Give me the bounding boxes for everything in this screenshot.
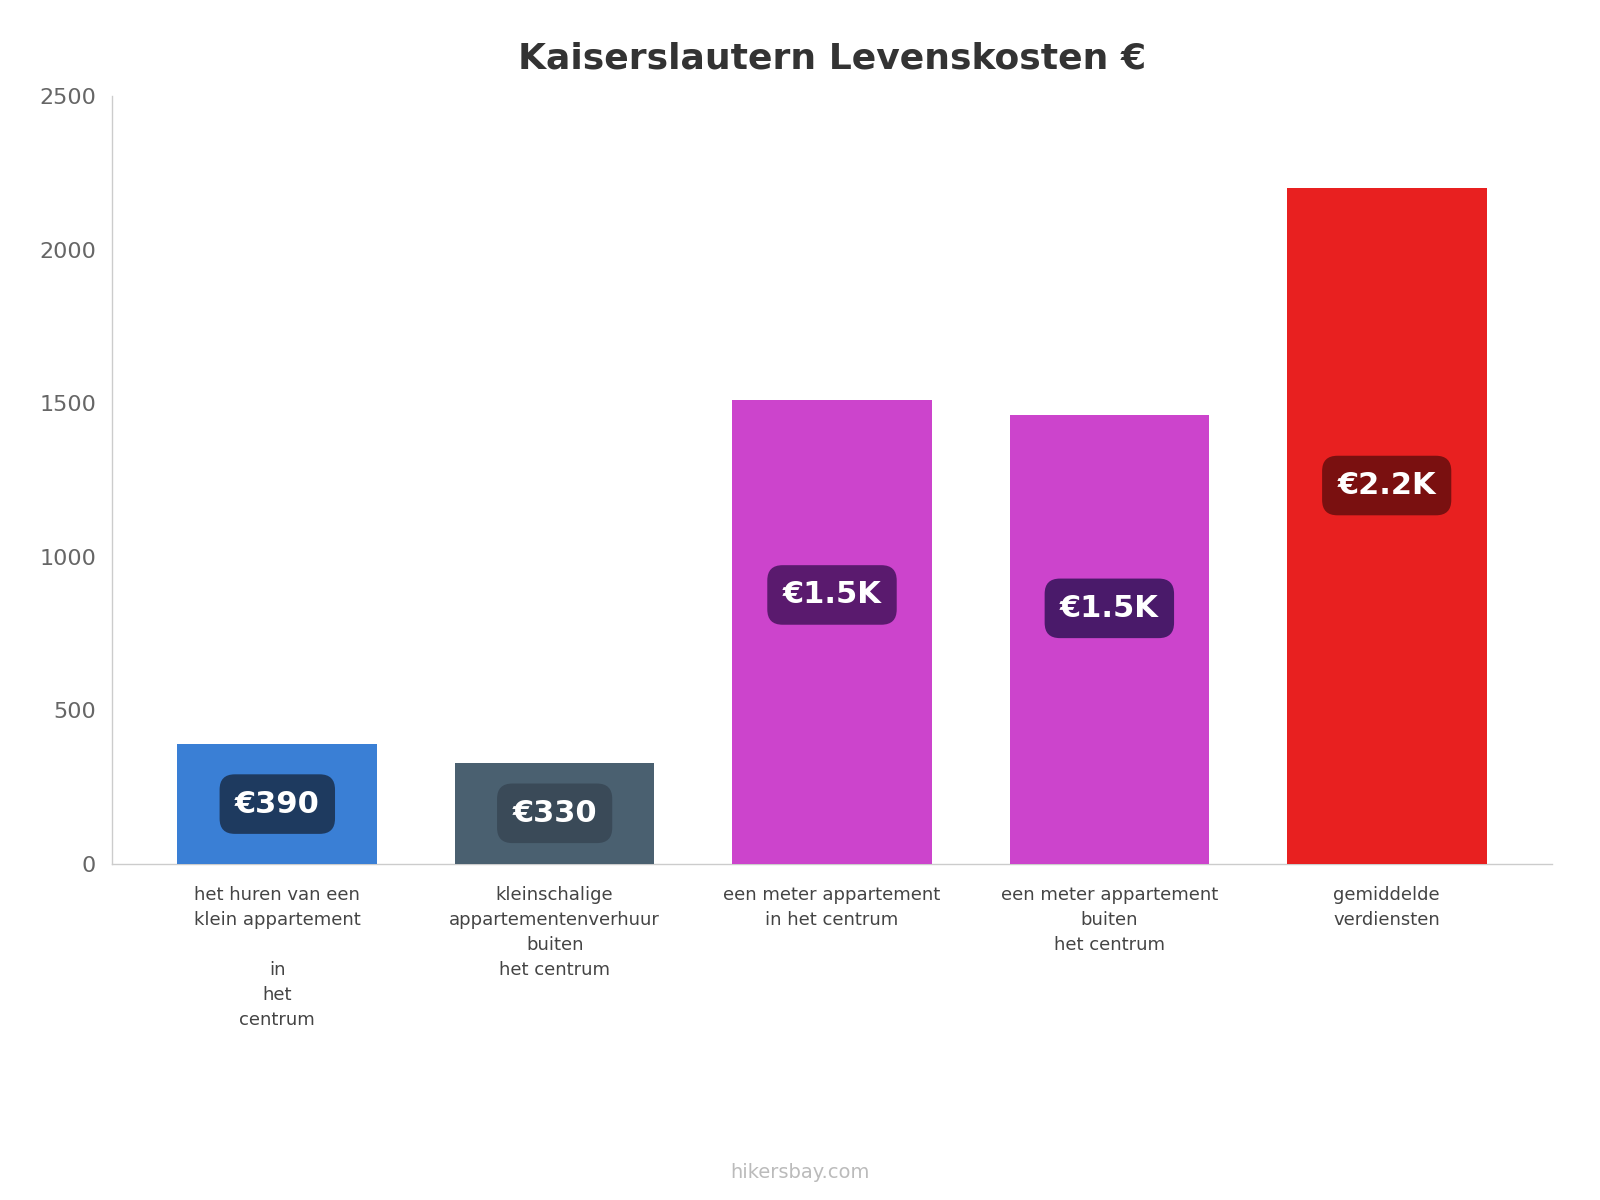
Text: €1.5K: €1.5K	[782, 581, 882, 610]
Text: €330: €330	[512, 799, 597, 828]
Bar	[1010, 415, 1210, 864]
Text: €390: €390	[235, 790, 320, 818]
Text: hikersbay.com: hikersbay.com	[730, 1163, 870, 1182]
Bar	[1286, 188, 1486, 864]
Text: €2.2K: €2.2K	[1338, 472, 1437, 500]
Text: €1.5K: €1.5K	[1059, 594, 1158, 623]
Bar	[178, 744, 378, 864]
Bar	[733, 400, 931, 864]
Bar	[454, 763, 654, 864]
Title: Kaiserslautern Levenskosten €: Kaiserslautern Levenskosten €	[518, 41, 1146, 76]
